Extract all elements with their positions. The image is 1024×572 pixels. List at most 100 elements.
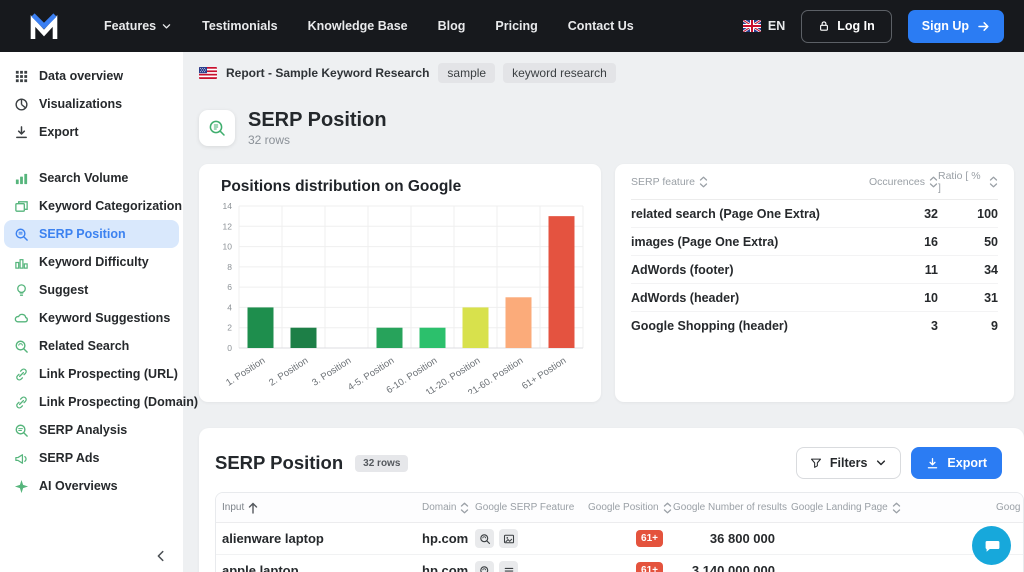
report-title: Report - Sample Keyword Research [226,66,430,80]
sidebar-item-data-overview[interactable]: Data overview [4,62,179,90]
nav-item-knowledge-base[interactable]: Knowledge Base [308,19,408,33]
filters-button[interactable]: Filters [795,447,902,479]
results-table-body: alienware laptop hp.com 61+ 36 800 000 apple… [216,523,1023,572]
header-label: SERP feature [631,175,696,188]
sidebar-item-ai-overviews[interactable]: AI Overviews [4,472,179,500]
header-label: Google SERP Feature [475,502,575,513]
domain-value: hp.com [422,563,469,572]
feature-name: images (Page One Extra) [631,234,779,249]
sidebar-item-label: Keyword Categorization [39,199,183,213]
serp-feature-icons [475,529,588,548]
sidebar-item-label: SERP Analysis [39,423,128,437]
feature-name: AdWords (footer) [631,262,734,277]
related-search-icon [475,529,494,548]
related-search-icon [475,561,494,572]
feature-name: AdWords (header) [631,290,740,305]
feature-ratio: 100 [977,206,998,221]
filters-label: Filters [829,456,868,470]
nav-item-features[interactable]: Features [104,19,172,33]
sidebar-item-visualizations[interactable]: Visualizations [4,90,179,118]
results-actions: Filters Export [795,447,1002,479]
feature-table-header-1[interactable]: Occurences [869,176,938,188]
nav-item-label: Testimonials [202,19,278,33]
svg-text:2: 2 [227,323,232,333]
nav-item-pricing[interactable]: Pricing [495,19,537,33]
nav-item-label: Blog [437,19,466,33]
feature-name: related search (Page One Extra) [631,206,820,221]
chevron-down-icon [161,21,172,32]
login-button[interactable]: Log In [801,9,892,43]
results-header-google-position[interactable]: Google Position [588,502,673,514]
arrow-up-icon [248,502,258,514]
serp-feature-icons [475,561,588,572]
feature-ratio: 31 [984,290,998,305]
header-label: Input [222,502,245,513]
sidebar-item-keyword-categorization[interactable]: Keyword Categorization [4,192,183,220]
image-icon [499,529,518,548]
input-keyword: alienware laptop [222,531,324,546]
results-header-domain[interactable]: Domain [422,502,475,514]
feature-table-row: AdWords (footer) 11 34 [631,256,998,284]
us-flag-icon [199,67,217,79]
top-navigation-bar: Features Testimonials Knowledge Base Blog Pr… [0,0,1024,52]
feature-table-header-0[interactable]: SERP feature [631,176,876,188]
signup-button[interactable]: Sign Up [907,9,1004,43]
results-table-row[interactable]: apple laptop hp.com 61+ 3 140 000 000 [216,555,1023,572]
results-header-google-number-of-results[interactable]: Google Number of results [673,502,791,514]
brand-logo[interactable] [26,8,62,44]
sidebar-item-keyword-suggestions[interactable]: Keyword Suggestions [4,304,179,332]
sidebar-item-label: Link Prospecting (URL) [39,367,178,381]
results-table-row[interactable]: alienware laptop hp.com 61+ 36 800 000 [216,523,1023,555]
nav-item-testimonials[interactable]: Testimonials [202,19,277,33]
sidebar-collapse-button[interactable] [151,546,171,566]
nav-item-contact-us[interactable]: Contact Us [568,19,634,33]
sidebar-item-suggest[interactable]: Suggest [4,276,179,304]
results-table-header: Input Domain Google SERP Feature Google Pos… [216,493,1023,523]
language-selector[interactable]: EN [742,19,785,33]
sidebar-item-related-search[interactable]: Related Search [4,332,179,360]
sidebar-item-search-volume[interactable]: Search Volume [4,164,179,192]
sidebar-item-serp-ads[interactable]: SERP Ads [4,444,179,472]
top-menu: Features Testimonials Knowledge Base Blog Pr… [104,19,634,33]
download-icon [926,457,939,470]
sidebar-item-keyword-difficulty[interactable]: Keyword Difficulty [4,248,179,276]
search-chat-icon [14,423,29,438]
number-of-results: 36 800 000 [709,531,775,546]
nav-item-blog[interactable]: Blog [438,19,466,33]
sidebar-item-link-prospecting-url-[interactable]: Link Prospecting (URL) [4,360,179,388]
search-doc-icon [14,227,29,242]
sidebar-group-tools: Search Volume Keyword Categorization SERP … [0,164,198,500]
caret-updown-icon [929,176,938,188]
number-of-results: 3 140 000 000 [691,563,775,572]
export-button[interactable]: Export [911,447,1002,479]
login-label: Log In [837,19,875,33]
results-header-goog[interactable]: Goog [996,502,1023,513]
list-icon [499,561,518,572]
nav-item-label: Features [104,19,157,33]
sidebar-item-serp-position[interactable]: SERP Position [4,220,179,248]
serp-position-results-card: SERP Position 32 rows Filters Export Inp… [199,428,1024,572]
svg-text:61+ Postion: 61+ Postion [520,355,568,392]
page-title: SERP Position [248,109,387,131]
sidebar-item-serp-analysis[interactable]: SERP Analysis [4,416,179,444]
feature-table-header-2[interactable]: Ratio [ % ] [938,170,998,194]
svg-text:10: 10 [223,242,233,252]
lock-icon [818,20,830,32]
cloud-icon [14,311,29,326]
results-header-google-landing-page[interactable]: Google Landing Page [791,502,996,514]
chat-widget-button[interactable] [972,526,1011,565]
results-header-google-serp-feature[interactable]: Google SERP Feature [475,502,588,513]
sidebar-item-link-prospecting-domain-[interactable]: Link Prospecting (Domain) [4,388,198,416]
nav-item-label: Knowledge Base [307,19,408,33]
results-header-input[interactable]: Input [216,502,422,514]
sidebar-item-label: Visualizations [39,97,123,111]
feature-ratio: 34 [984,262,998,277]
sparkle-icon [14,479,29,494]
uk-flag-icon [742,20,761,32]
chat-icon [985,540,999,552]
report-tag: sample [438,63,496,83]
sidebar-item-export[interactable]: Export [4,118,179,146]
related-search-icon [14,339,29,354]
caret-updown-icon [663,502,672,514]
